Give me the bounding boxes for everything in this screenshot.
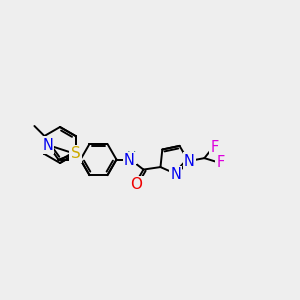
Text: F: F [216,154,224,169]
Text: F: F [210,140,218,154]
Text: H: H [127,150,136,163]
Text: O: O [130,177,142,192]
Text: N: N [43,137,53,152]
Text: N: N [124,153,135,168]
Text: S: S [71,146,80,161]
Text: N: N [170,167,181,182]
Text: N: N [184,154,195,169]
